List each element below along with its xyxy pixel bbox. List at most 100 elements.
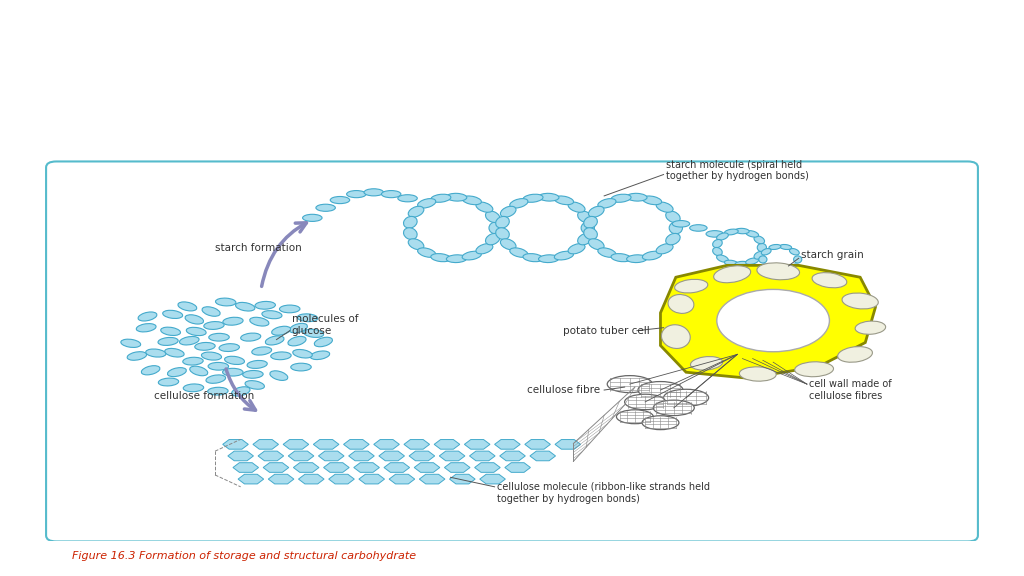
- Ellipse shape: [713, 240, 722, 248]
- Ellipse shape: [842, 293, 879, 309]
- Ellipse shape: [446, 194, 467, 201]
- Ellipse shape: [539, 255, 559, 263]
- Ellipse shape: [611, 253, 631, 262]
- Ellipse shape: [523, 253, 543, 262]
- Text: CARBOHYDRATES: CARBOHYDRATES: [371, 104, 725, 138]
- Ellipse shape: [611, 194, 631, 202]
- Ellipse shape: [223, 317, 243, 325]
- Polygon shape: [530, 451, 555, 461]
- Polygon shape: [313, 439, 339, 449]
- Ellipse shape: [717, 233, 728, 240]
- Polygon shape: [414, 463, 440, 472]
- Ellipse shape: [231, 386, 250, 396]
- Polygon shape: [223, 439, 248, 449]
- Ellipse shape: [745, 258, 759, 264]
- Ellipse shape: [271, 326, 291, 335]
- Polygon shape: [318, 451, 344, 461]
- Ellipse shape: [656, 202, 673, 212]
- Ellipse shape: [290, 323, 307, 333]
- Ellipse shape: [489, 222, 502, 234]
- Ellipse shape: [303, 214, 322, 221]
- Ellipse shape: [250, 317, 269, 326]
- Ellipse shape: [662, 325, 690, 348]
- Ellipse shape: [186, 327, 206, 336]
- Ellipse shape: [627, 255, 647, 263]
- Ellipse shape: [189, 366, 208, 376]
- Ellipse shape: [316, 204, 336, 211]
- Polygon shape: [555, 439, 581, 449]
- Ellipse shape: [790, 264, 800, 270]
- Polygon shape: [348, 451, 374, 461]
- Ellipse shape: [485, 233, 500, 245]
- Ellipse shape: [291, 363, 311, 371]
- Polygon shape: [404, 439, 430, 449]
- Ellipse shape: [707, 230, 723, 237]
- Ellipse shape: [241, 333, 261, 341]
- Ellipse shape: [496, 228, 509, 240]
- Polygon shape: [289, 451, 313, 461]
- Ellipse shape: [735, 228, 750, 234]
- Polygon shape: [505, 463, 530, 472]
- Ellipse shape: [717, 255, 728, 262]
- Ellipse shape: [668, 294, 694, 313]
- Ellipse shape: [243, 370, 263, 378]
- Ellipse shape: [158, 338, 178, 346]
- Ellipse shape: [784, 279, 793, 283]
- Ellipse shape: [501, 239, 516, 249]
- Ellipse shape: [314, 337, 333, 347]
- Ellipse shape: [754, 251, 765, 259]
- Ellipse shape: [568, 202, 585, 212]
- Ellipse shape: [664, 389, 709, 406]
- Ellipse shape: [209, 334, 229, 341]
- Polygon shape: [420, 474, 444, 484]
- Polygon shape: [469, 451, 495, 461]
- Ellipse shape: [523, 194, 543, 202]
- Ellipse shape: [409, 239, 424, 249]
- Ellipse shape: [346, 191, 367, 198]
- Ellipse shape: [625, 394, 666, 410]
- Polygon shape: [354, 463, 380, 472]
- Ellipse shape: [219, 344, 240, 351]
- Ellipse shape: [179, 336, 199, 345]
- Polygon shape: [299, 474, 324, 484]
- Ellipse shape: [790, 248, 800, 255]
- Polygon shape: [409, 451, 434, 461]
- Ellipse shape: [409, 206, 424, 217]
- Ellipse shape: [403, 217, 417, 228]
- Ellipse shape: [582, 222, 594, 234]
- Ellipse shape: [754, 236, 765, 244]
- Ellipse shape: [795, 362, 834, 377]
- Ellipse shape: [476, 244, 493, 254]
- Ellipse shape: [255, 301, 275, 309]
- Polygon shape: [660, 266, 876, 378]
- Ellipse shape: [642, 251, 662, 260]
- Text: cellulose formation: cellulose formation: [154, 391, 254, 401]
- Text: cellulose fibre: cellulose fibre: [527, 385, 600, 395]
- Text: cell wall made of
cellulose fibres: cell wall made of cellulose fibres: [809, 379, 892, 401]
- Ellipse shape: [381, 191, 401, 198]
- Ellipse shape: [182, 357, 203, 365]
- Ellipse shape: [202, 352, 221, 360]
- Polygon shape: [238, 474, 264, 484]
- Text: starch grain: starch grain: [801, 250, 863, 260]
- Ellipse shape: [185, 314, 204, 324]
- Polygon shape: [434, 439, 460, 449]
- Ellipse shape: [163, 310, 182, 319]
- Ellipse shape: [539, 194, 559, 201]
- Ellipse shape: [554, 196, 573, 204]
- Polygon shape: [479, 474, 506, 484]
- Ellipse shape: [794, 256, 802, 263]
- Ellipse shape: [136, 324, 156, 332]
- Ellipse shape: [431, 194, 451, 202]
- Ellipse shape: [690, 225, 707, 231]
- Polygon shape: [283, 439, 309, 449]
- Ellipse shape: [714, 266, 751, 283]
- Ellipse shape: [554, 251, 573, 260]
- Polygon shape: [324, 463, 349, 472]
- Ellipse shape: [761, 248, 771, 255]
- Ellipse shape: [724, 260, 738, 266]
- Polygon shape: [374, 439, 399, 449]
- Ellipse shape: [431, 253, 451, 262]
- Ellipse shape: [589, 239, 604, 249]
- Text: starch molecule (spiral held
together by hydrogen bonds): starch molecule (spiral held together by…: [666, 160, 809, 181]
